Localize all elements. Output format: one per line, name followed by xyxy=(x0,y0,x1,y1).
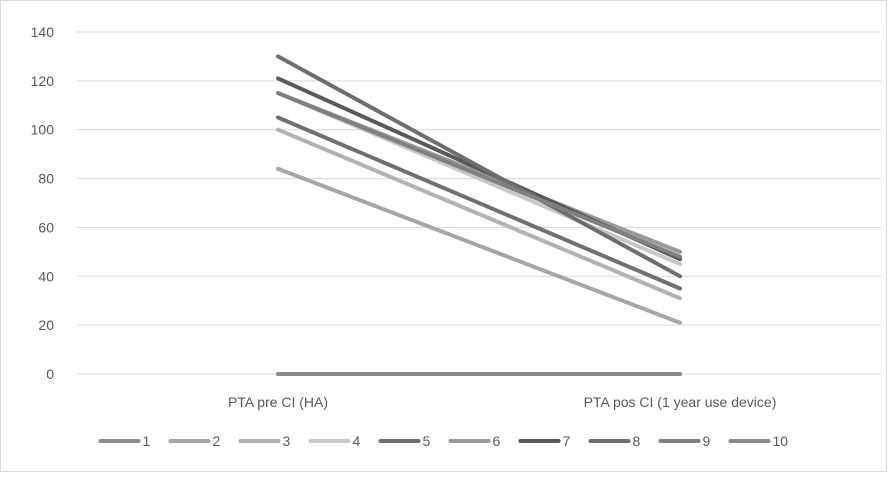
legend-label: 3 xyxy=(283,433,291,449)
legend-label: 2 xyxy=(213,433,221,449)
y-tick-label: 120 xyxy=(31,73,55,89)
legend-label: 1 xyxy=(143,433,151,449)
y-axis-tick-labels: 0 20 40 60 80 100 120 140 xyxy=(31,24,55,382)
y-tick-label: 20 xyxy=(38,317,54,333)
series-lines xyxy=(276,54,682,376)
series-line-2 xyxy=(276,166,682,325)
x-axis-tick-labels: PTA pre CI (HA) PTA pos CI (1 year use de… xyxy=(228,394,776,410)
series-line-9 xyxy=(276,91,682,259)
y-tick-label: 0 xyxy=(46,366,54,382)
legend-item-1: 1 xyxy=(98,433,151,449)
legend-label: 7 xyxy=(563,433,571,449)
x-tick-label: PTA pos CI (1 year use device) xyxy=(584,394,777,410)
legend-item-3: 3 xyxy=(238,433,291,449)
legend-label: 10 xyxy=(773,433,789,449)
series-line-5 xyxy=(276,115,682,291)
legend-item-10: 10 xyxy=(728,433,789,449)
legend-item-5: 5 xyxy=(378,433,431,449)
y-tick-label: 100 xyxy=(31,122,55,138)
series-line-3 xyxy=(276,127,682,301)
legend-item-9: 9 xyxy=(658,433,711,449)
legend-label: 6 xyxy=(493,433,501,449)
y-tick-label: 140 xyxy=(31,24,55,40)
y-tick-label: 60 xyxy=(38,219,54,235)
x-tick-label: PTA pre CI (HA) xyxy=(228,394,328,410)
legend-item-2: 2 xyxy=(168,433,221,449)
y-tick-label: 80 xyxy=(38,171,54,187)
legend-item-7: 7 xyxy=(518,433,571,449)
legend: 1 2 3 4 5 6 7 8 9 10 xyxy=(98,433,789,449)
legend-item-6: 6 xyxy=(448,433,501,449)
legend-item-4: 4 xyxy=(308,433,361,449)
legend-label: 4 xyxy=(353,433,361,449)
legend-item-8: 8 xyxy=(588,433,641,449)
series-line-8 xyxy=(276,54,682,279)
legend-label: 5 xyxy=(423,433,431,449)
legend-label: 8 xyxy=(633,433,641,449)
legend-label: 9 xyxy=(703,433,711,449)
y-tick-label: 40 xyxy=(38,268,54,284)
